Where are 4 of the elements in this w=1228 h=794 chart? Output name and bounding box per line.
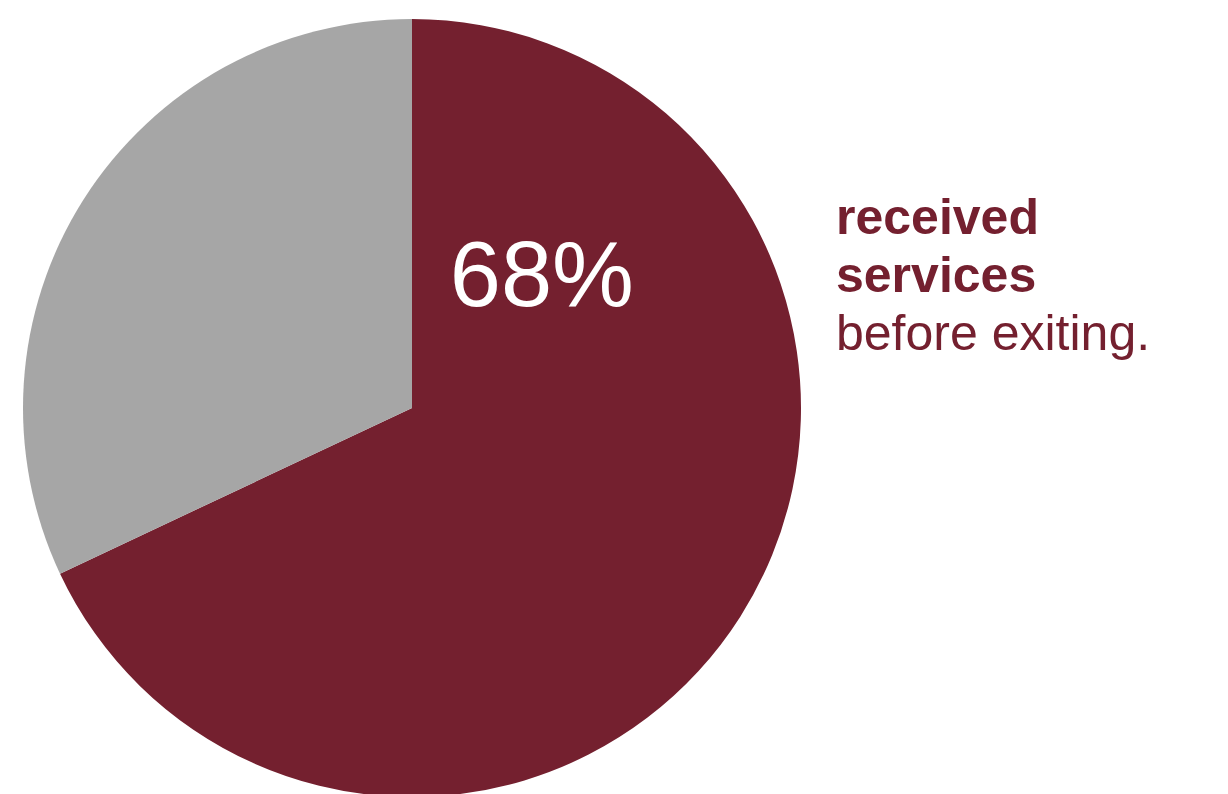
pie-slice	[60, 19, 801, 794]
data-label: 68%	[449, 222, 634, 325]
text: before exiting.	[836, 304, 1152, 362]
pie-slice	[23, 19, 412, 574]
